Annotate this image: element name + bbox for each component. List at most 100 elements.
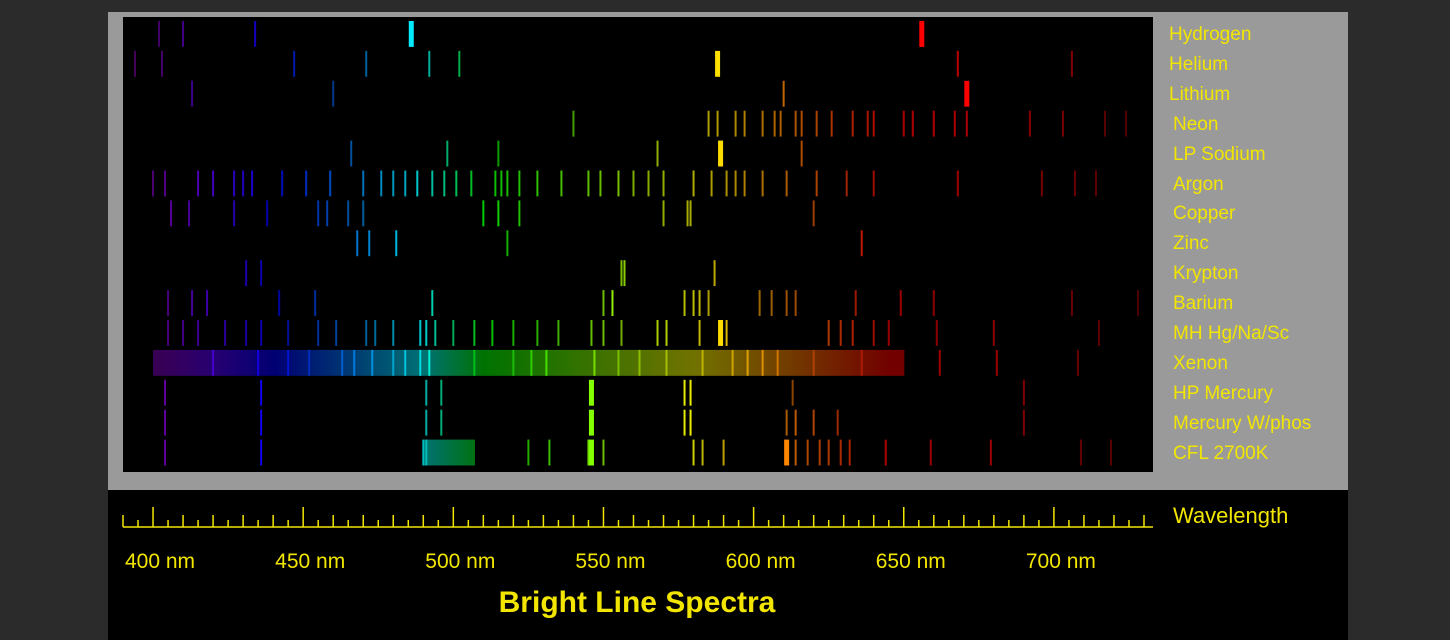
continuum-band-segment	[462, 349, 466, 376]
spectral-line	[866, 110, 869, 137]
spectral-line	[308, 349, 311, 376]
continuum-band-segment	[759, 349, 764, 376]
continuum-band-segment	[501, 349, 505, 376]
spectral-line	[995, 349, 998, 376]
legend-label: Helium	[1169, 53, 1229, 75]
spectral-line	[182, 21, 185, 47]
spectral-line	[887, 320, 890, 346]
continuum-band-segment	[438, 349, 442, 376]
continuum-band-segment	[519, 349, 523, 376]
continuum-band-segment	[744, 349, 749, 376]
continuum-band-segment	[231, 349, 235, 376]
continuum-band-segment	[870, 349, 875, 376]
continuum-band-segment	[255, 349, 259, 376]
continuum-band-segment	[540, 349, 545, 376]
spectral-line	[392, 349, 395, 376]
continuum-band-segment	[201, 349, 205, 376]
spectral-line	[257, 349, 260, 376]
spectral-line	[665, 320, 668, 346]
continuum-band-segment	[645, 349, 650, 376]
continuum-band-segment	[660, 349, 665, 376]
spectral-line	[512, 349, 515, 376]
continuum-band-segment	[618, 349, 623, 376]
spectral-line	[587, 170, 590, 197]
continuum-band-segment	[432, 349, 436, 376]
continuum-band-segment	[729, 349, 734, 376]
continuum-band-segment	[186, 349, 190, 376]
continuum-band-segment	[396, 349, 400, 376]
spectrum-row-lithium	[191, 80, 970, 107]
continuum-band-segment	[792, 349, 797, 376]
continuum-band-segment	[699, 349, 704, 376]
legend-label: CFL 2700K	[1173, 442, 1269, 464]
continuum-band-segment	[210, 349, 214, 376]
continuum-band-segment	[318, 349, 322, 376]
spectral-line	[725, 320, 728, 346]
continuum-band-segment	[426, 349, 430, 376]
continuum-band-segment	[228, 349, 232, 376]
spectral-line	[839, 320, 842, 346]
spectral-line	[473, 349, 476, 376]
continuum-band-segment	[270, 349, 274, 376]
continuum-band-segment	[456, 439, 460, 466]
spectral-line	[872, 170, 875, 197]
spectral-line	[212, 170, 215, 197]
spectral-line	[794, 409, 797, 436]
continuum-band-segment	[495, 349, 499, 376]
spectral-line	[233, 200, 236, 227]
spectral-line	[812, 409, 815, 436]
spectral-line	[251, 170, 254, 197]
spectral-line	[188, 200, 191, 227]
spectral-line	[353, 349, 356, 376]
continuum-band-segment	[669, 349, 674, 376]
spectral-line	[827, 439, 830, 466]
continuum-band-segment	[234, 349, 238, 376]
continuum-band-segment	[249, 349, 253, 376]
continuum-band-segment	[480, 349, 484, 376]
spectral-line	[1136, 290, 1139, 316]
spectral-line	[1040, 170, 1043, 197]
continuum-band-segment	[168, 349, 172, 376]
continuum-band-segment	[312, 349, 316, 376]
continuum-band-segment	[579, 349, 584, 376]
continuum-band-segment	[513, 349, 517, 376]
continuum-band-segment	[444, 349, 448, 376]
spectral-line	[1076, 349, 1079, 376]
continuum-band-segment	[783, 349, 788, 376]
continuum-band-segment	[609, 349, 614, 376]
continuum-band-segment	[165, 349, 169, 376]
spectral-line	[164, 170, 167, 197]
continuum-band-segment	[654, 349, 659, 376]
continuum-band-segment	[219, 349, 223, 376]
x-axis-label: Wavelength	[1173, 503, 1289, 528]
continuum-band-segment	[681, 349, 686, 376]
continuum-band-segment	[471, 439, 475, 466]
spectrum-row-mercury-w-phos	[164, 409, 1025, 436]
continuum-band-segment	[765, 349, 770, 376]
continuum-band-segment	[678, 349, 683, 376]
continuum-band-segment	[786, 349, 791, 376]
continuum-band-segment	[267, 349, 271, 376]
continuum-band-segment	[702, 349, 707, 376]
continuum-band-segment	[216, 349, 220, 376]
spectral-line	[953, 110, 956, 137]
spectral-line	[431, 290, 434, 316]
spectral-line	[839, 439, 842, 466]
spectral-line	[743, 170, 746, 197]
spectral-line	[851, 320, 854, 346]
continuum-band-segment	[324, 349, 328, 376]
continuum-band-segment	[351, 349, 355, 376]
continuum-band-segment	[813, 349, 818, 376]
spectral-line	[1022, 379, 1025, 406]
legend-label: Neon	[1173, 113, 1219, 135]
spectral-line	[812, 200, 815, 227]
spectral-line	[317, 200, 320, 227]
legend-label: Xenon	[1173, 352, 1228, 374]
spectrum-row-neon	[572, 110, 1127, 137]
continuum-band-segment	[369, 349, 373, 376]
spectral-line	[260, 379, 263, 406]
spectral-line	[602, 290, 605, 316]
spectral-line	[1028, 110, 1031, 137]
continuum-band-segment	[198, 349, 202, 376]
continuum-band-segment	[570, 349, 575, 376]
